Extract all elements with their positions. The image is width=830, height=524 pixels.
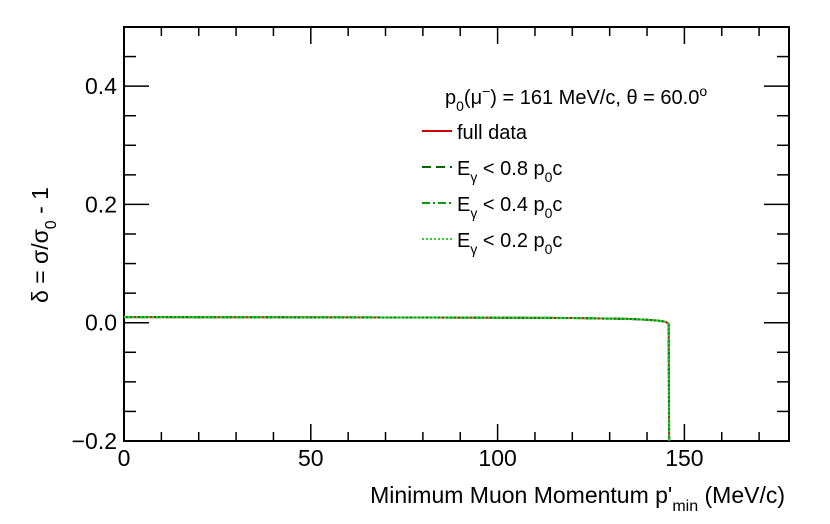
legend: full data Eγ < 0.8 p0c Eγ < 0.4 p0c Eγ < 0.… [422,122,562,257]
legend-label-0: full data [457,122,528,144]
annotation-p-sub: 0 [456,98,464,114]
annotation-p: p [445,87,456,109]
series-layer [123,316,671,442]
y-axis-label-a: δ = σ/σ [27,229,53,303]
x-axis-label-main: Minimum Muon Momentum p' [370,482,672,508]
y-axis-label-sub: 0 [43,220,60,229]
x-axis-label: Minimum Muon Momentum p'min (MeV/c) [370,482,785,515]
annotation-rest: ) = 161 MeV/c, θ = 60.0 [490,87,699,109]
y-tick-label: 0.2 [85,191,117,217]
annotation-text: p0(μ−) = 161 MeV/c, θ = 60.0o [445,83,707,114]
y-tick-label: 0.0 [85,310,117,336]
x-axis-label-sub: min [672,498,698,515]
series-line-3 [123,316,671,442]
x-axis-label-tail: (MeV/c) [698,482,785,508]
x-tick-label: 100 [478,445,516,471]
series-line-2 [123,316,671,442]
series-line-1 [123,316,671,442]
x-tick-label: 150 [665,445,703,471]
annotation-minus-sup: − [482,83,490,99]
series-line-0 [123,316,671,442]
y-tick-label: −0.2 [72,428,117,454]
annotation-mu: (μ [464,87,482,109]
tick-layer: 0 50 100 150 −0.2 0.0 0.2 0.4 [72,26,789,471]
y-tick-label: 0.4 [85,73,117,99]
y-axis-label: δ = σ/σ0 - 1 [27,187,60,303]
legend-label-2: Eγ < 0.4 p0c [457,194,562,221]
x-tick-label: 50 [298,445,324,471]
legend-label-3: Eγ < 0.2 p0c [457,230,562,257]
annotation-degree-sup: o [699,83,707,99]
legend-label-1: Eγ < 0.8 p0c [457,158,562,185]
y-axis-label-b: - 1 [27,187,53,220]
x-tick-label: 0 [118,445,131,471]
